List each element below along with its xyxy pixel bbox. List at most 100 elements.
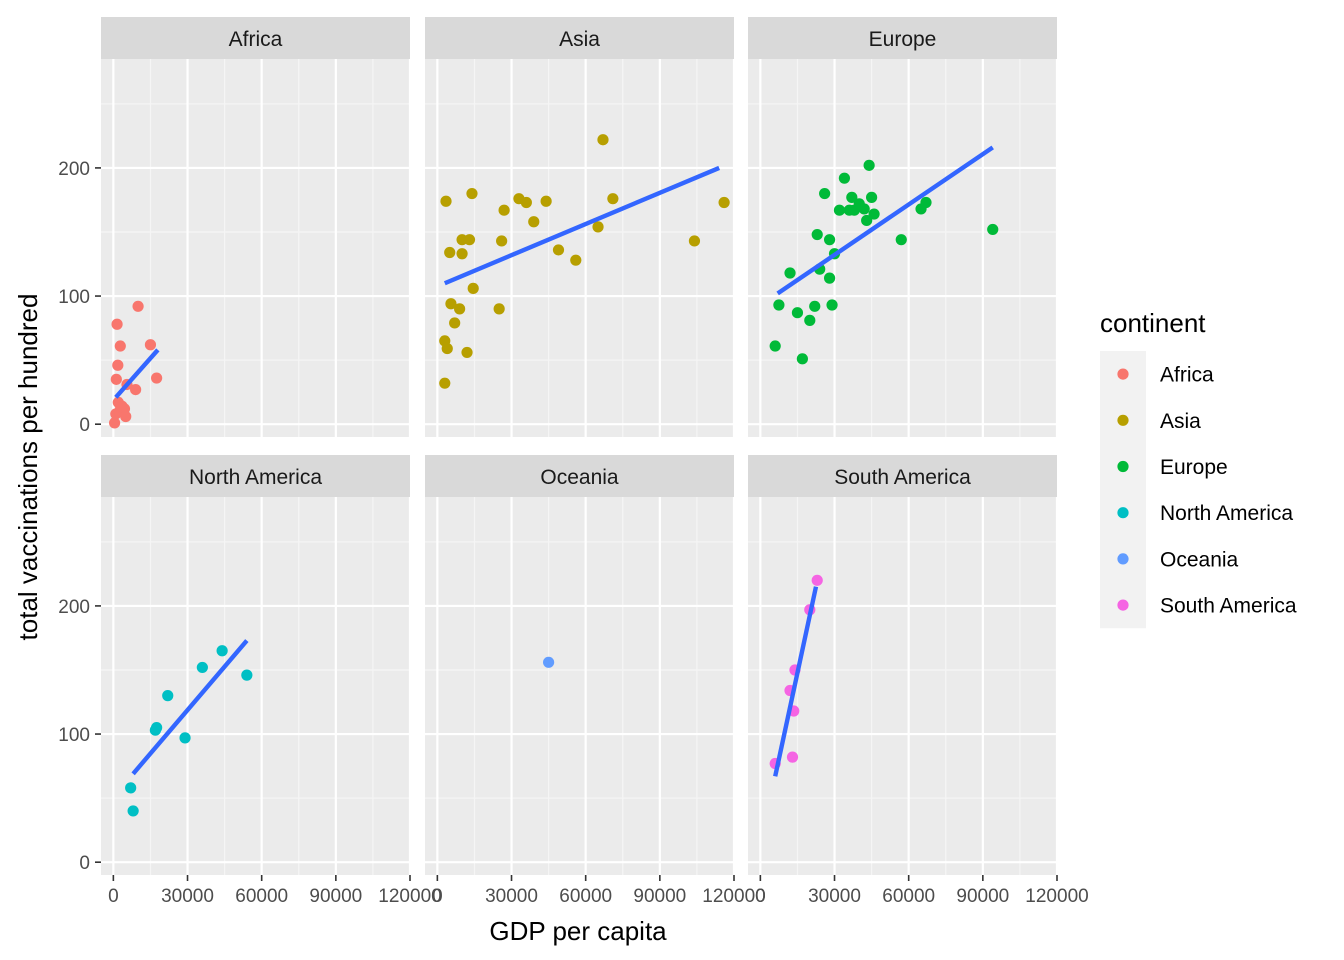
strip-oceania — [425, 455, 734, 497]
y-tick-label: 200 — [58, 597, 90, 618]
data-point — [718, 196, 730, 209]
data-point — [868, 208, 880, 220]
x-tick-label: 60000 — [235, 886, 288, 907]
data-point — [125, 782, 137, 794]
x-tick-label: 30000 — [808, 886, 861, 907]
legend-key-south-america — [1117, 599, 1129, 611]
legend-key-background — [1100, 351, 1146, 629]
x-tick-label: 60000 — [882, 886, 935, 907]
panel-south-america: South America — [748, 455, 1059, 875]
panel-africa: Africa — [101, 17, 412, 437]
data-point — [786, 751, 799, 763]
y-axis-title: total vaccinations per hundred — [13, 294, 43, 641]
x-tick-label: 0 — [432, 886, 443, 907]
data-point — [811, 228, 823, 241]
panel-background — [101, 59, 410, 437]
data-point — [449, 317, 461, 329]
data-point — [110, 373, 122, 385]
x-tick-label: 30000 — [485, 886, 538, 907]
legend-label: South America — [1160, 595, 1297, 618]
x-tick-label: 30000 — [161, 886, 214, 907]
trend-line — [773, 586, 819, 777]
legend-label: North America — [1160, 502, 1293, 525]
data-point — [454, 303, 466, 315]
y-tick-label: 200 — [58, 159, 90, 180]
legend: continent Africa Asia Europe North America O… — [1100, 308, 1297, 629]
data-point — [769, 340, 781, 352]
data-point — [866, 191, 878, 203]
data-point — [592, 221, 604, 233]
data-point — [120, 410, 132, 423]
data-point — [130, 383, 142, 396]
data-point — [540, 195, 552, 207]
data-point — [688, 235, 701, 247]
data-point — [445, 298, 457, 310]
data-point — [196, 661, 208, 674]
data-point — [216, 645, 228, 657]
panel-background — [101, 497, 410, 875]
data-point — [108, 417, 121, 429]
strip-label-south-america: South America — [834, 466, 971, 489]
data-point — [858, 203, 870, 215]
trend-line — [443, 165, 721, 286]
data-point — [796, 353, 808, 365]
legend-label: Africa — [1160, 364, 1214, 387]
data-point — [846, 191, 858, 203]
panel-oceania: Oceania — [425, 455, 736, 875]
data-point — [823, 272, 836, 284]
data-point — [863, 159, 875, 171]
data-point — [151, 372, 163, 384]
x-tick-label: 120000 — [378, 886, 441, 907]
strip-label-asia: Asia — [559, 28, 600, 51]
data-point — [861, 214, 873, 227]
strip-north-america — [101, 455, 410, 497]
data-point — [466, 187, 478, 200]
x-tick-label: 90000 — [956, 886, 1009, 907]
legend-label: Asia — [1160, 410, 1201, 433]
panel-background — [425, 497, 734, 875]
data-point — [552, 244, 565, 256]
data-point — [241, 669, 253, 681]
data-point — [132, 300, 144, 312]
strip-label-europe: Europe — [869, 28, 937, 51]
data-point — [570, 254, 582, 266]
trend-line — [776, 145, 994, 296]
legend-key-africa — [1117, 368, 1129, 380]
data-point — [444, 246, 456, 259]
data-point — [114, 340, 126, 352]
legend-key-europe — [1117, 460, 1129, 473]
y-tick-label: 100 — [58, 725, 90, 746]
legend-label: Europe — [1160, 456, 1228, 479]
strip-europe — [748, 17, 1057, 59]
data-point — [804, 314, 816, 326]
data-point — [441, 342, 453, 355]
data-point — [520, 196, 532, 209]
strip-africa — [101, 17, 410, 59]
data-point — [823, 234, 836, 246]
strip-label-north-america: North America — [189, 466, 322, 489]
data-point — [461, 346, 473, 359]
data-point — [607, 193, 619, 205]
data-point — [151, 722, 163, 734]
data-point — [833, 204, 846, 216]
strip-label-africa: Africa — [229, 28, 283, 51]
data-point — [493, 303, 505, 315]
x-tick-label: 60000 — [559, 886, 612, 907]
data-point — [811, 574, 823, 586]
data-point — [528, 216, 540, 228]
strip-asia — [425, 17, 734, 59]
panel-background — [748, 59, 1057, 437]
x-tick-label: 120000 — [1025, 886, 1088, 907]
legend-label: Oceania — [1160, 548, 1239, 571]
data-point — [809, 300, 821, 312]
x-tick-label: 0 — [108, 886, 119, 907]
data-point — [791, 307, 804, 319]
data-point — [144, 339, 157, 351]
data-point — [987, 223, 999, 236]
y-tick-label: 100 — [58, 287, 90, 308]
data-point — [127, 805, 139, 817]
y-tick-label: 0 — [79, 853, 90, 874]
trend-line — [114, 348, 160, 399]
data-point — [112, 359, 124, 371]
